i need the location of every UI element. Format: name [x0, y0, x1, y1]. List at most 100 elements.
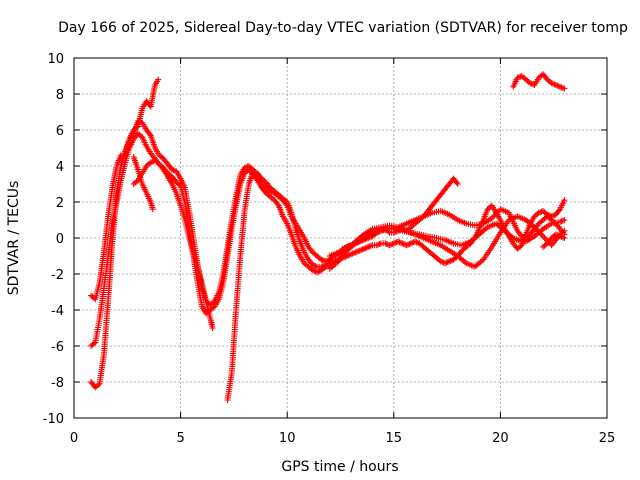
data-marker	[322, 262, 329, 268]
data-marker	[413, 239, 420, 246]
data-marker	[554, 232, 561, 238]
series-arc-11	[510, 71, 568, 92]
data-marker	[169, 166, 176, 173]
data-marker	[365, 244, 372, 250]
data-marker	[447, 257, 454, 264]
data-marker	[373, 242, 380, 249]
data-marker	[561, 217, 568, 223]
data-marker	[353, 248, 360, 255]
data-marker	[146, 131, 153, 138]
data-marker	[325, 260, 332, 267]
data-marker	[538, 208, 545, 215]
data-marker	[159, 165, 166, 172]
data-marker	[441, 260, 448, 267]
series-arc-5	[130, 154, 156, 213]
data-marker	[549, 212, 556, 219]
data-marker	[311, 268, 318, 274]
y-tick-label: 4	[56, 160, 64, 175]
data-marker	[319, 257, 326, 264]
data-marker	[561, 235, 568, 241]
data-marker	[517, 73, 524, 80]
data-marker	[508, 233, 515, 240]
data-marker	[561, 85, 568, 92]
data-marker	[386, 242, 393, 249]
data-marker	[387, 241, 394, 248]
y-tick-label: -4	[51, 304, 64, 319]
data-marker	[483, 225, 490, 232]
x-tick-label: 0	[70, 431, 78, 446]
data-marker	[318, 263, 325, 270]
data-marker	[251, 169, 258, 175]
data-marker	[407, 240, 414, 247]
data-marker	[315, 268, 322, 275]
data-marker	[514, 74, 521, 81]
data-marker	[375, 241, 382, 248]
data-marker	[149, 206, 156, 213]
data-marker	[561, 197, 568, 204]
data-marker	[314, 269, 321, 276]
y-tick-label: -8	[51, 376, 64, 391]
data-marker	[351, 250, 358, 256]
data-marker	[90, 340, 97, 347]
data-marker	[557, 83, 564, 90]
data-marker	[136, 118, 143, 125]
data-marker	[444, 259, 451, 265]
data-points	[88, 71, 568, 403]
data-marker	[400, 241, 407, 247]
data-marker	[392, 239, 399, 246]
x-tick-label: 5	[176, 431, 184, 446]
data-marker	[209, 325, 216, 331]
axis-ticks	[73, 57, 608, 419]
data-marker	[551, 219, 558, 226]
data-marker	[554, 82, 561, 89]
y-tick-label: -6	[51, 340, 64, 355]
data-marker	[557, 218, 564, 225]
y-tick-label: -2	[51, 268, 64, 283]
data-marker	[326, 260, 333, 267]
data-marker	[443, 259, 450, 266]
data-marker	[461, 259, 468, 265]
data-marker	[274, 201, 281, 208]
data-marker	[535, 209, 542, 216]
data-marker	[382, 240, 389, 247]
data-marker	[558, 218, 565, 225]
data-marker	[525, 232, 532, 239]
data-marker	[478, 257, 485, 264]
data-marker	[318, 256, 325, 263]
data-marker	[409, 239, 416, 246]
data-marker	[412, 238, 419, 245]
data-marker	[362, 245, 369, 252]
data-marker	[556, 207, 563, 214]
y-tick-labels: -10 -8 -6 -4 -2 0 2 4 6 8 10	[43, 52, 64, 427]
y-tick-label: 8	[56, 88, 64, 103]
data-marker	[333, 259, 340, 266]
data-marker	[309, 267, 316, 274]
x-tick-label: 20	[492, 431, 509, 446]
series-arc-10	[540, 231, 568, 250]
data-marker	[309, 262, 316, 268]
data-marker	[406, 241, 413, 247]
data-marker	[439, 259, 446, 265]
data-marker	[345, 252, 352, 259]
data-marker	[355, 248, 362, 255]
data-marker	[559, 217, 566, 224]
series-arc-4	[130, 157, 216, 331]
data-marker	[147, 159, 154, 166]
data-marker	[549, 80, 556, 87]
data-marker	[155, 76, 162, 83]
data-marker	[346, 251, 353, 258]
data-marker	[349, 250, 356, 257]
series-arc-3	[88, 130, 333, 349]
data-marker	[250, 168, 257, 175]
data-marker	[403, 242, 410, 249]
data-marker	[360, 245, 367, 252]
data-marker	[552, 231, 559, 238]
data-marker	[551, 81, 558, 88]
y-tick-label: 6	[56, 124, 64, 139]
data-marker	[559, 85, 566, 91]
data-marker	[368, 242, 375, 249]
data-marker	[348, 251, 355, 258]
data-marker	[399, 240, 406, 247]
y-tick-label: -10	[43, 412, 64, 427]
